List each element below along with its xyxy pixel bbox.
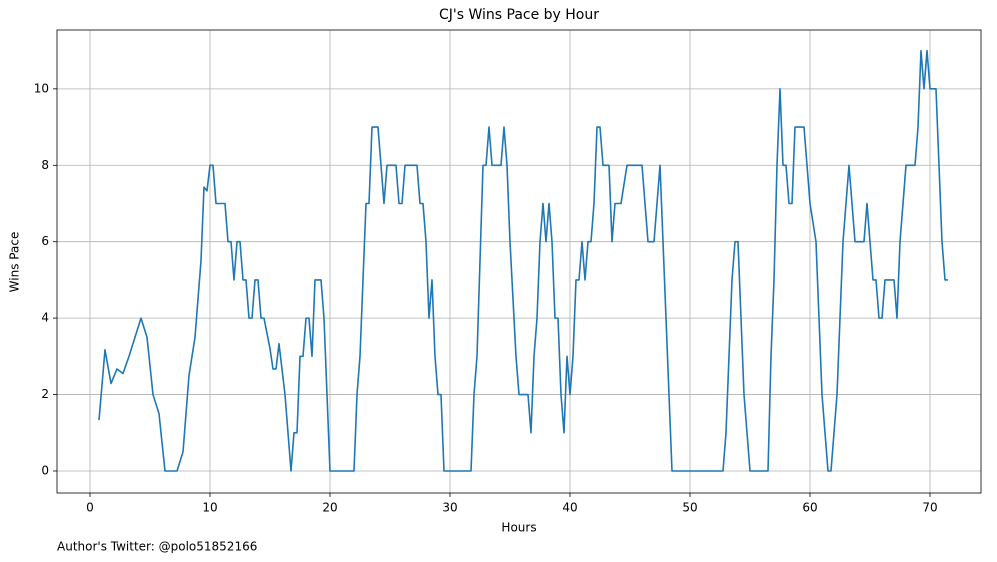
x-tick-label: 40 bbox=[562, 501, 577, 515]
x-axis-label: Hours bbox=[501, 521, 536, 535]
footnote: Author's Twitter: @polo51852166 bbox=[57, 540, 257, 554]
chart-title: CJ's Wins Pace by Hour bbox=[439, 7, 599, 23]
x-tick-label: 60 bbox=[802, 501, 817, 515]
y-tick-label: 4 bbox=[41, 311, 49, 325]
y-tick-label: 8 bbox=[41, 158, 49, 172]
y-tick-label: 6 bbox=[41, 234, 49, 248]
data-line bbox=[98, 49, 948, 472]
y-tick-label: 0 bbox=[41, 463, 49, 477]
x-tick-label: 70 bbox=[922, 501, 937, 515]
x-tick-label: 0 bbox=[86, 501, 94, 515]
plot-frame bbox=[56, 29, 982, 494]
x-tick-label: 10 bbox=[202, 501, 217, 515]
y-tick-label: 2 bbox=[41, 387, 49, 401]
x-tick-label: 30 bbox=[442, 501, 457, 515]
y-tick-label: 10 bbox=[34, 81, 49, 95]
x-tick-label: 20 bbox=[322, 501, 337, 515]
y-axis-label: Wins Pace bbox=[8, 232, 22, 293]
x-tick-label: 50 bbox=[682, 501, 697, 515]
